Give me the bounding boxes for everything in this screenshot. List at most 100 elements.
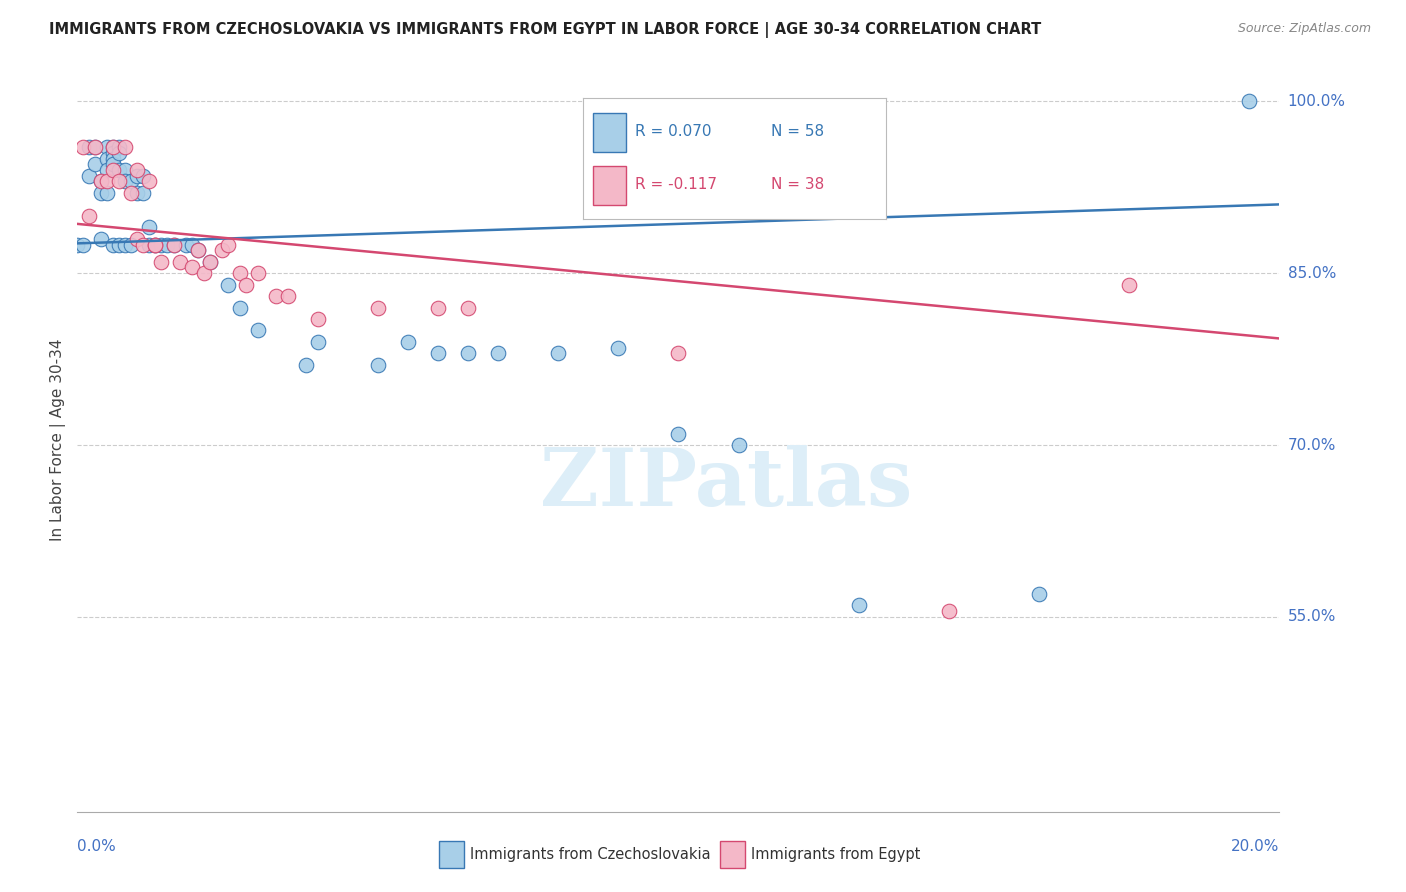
Point [90,186,112,200]
Point [108,140,131,154]
Point [228,301,250,315]
Point [367,358,389,372]
Point [103,157,125,171]
Point [938,604,960,618]
Point [84,157,107,171]
Point [246,323,269,337]
Text: Immigrants from Czechoslovakia: Immigrants from Czechoslovakia [470,847,710,862]
Point [294,358,316,372]
Point [607,341,630,355]
Point [132,169,155,183]
Point [150,237,173,252]
Text: 85.0%: 85.0% [1288,266,1336,281]
Point [186,244,209,258]
Point [246,266,269,280]
Text: R = 0.070: R = 0.070 [636,124,711,139]
Text: 55.0%: 55.0% [1288,609,1336,624]
Point [169,254,191,268]
Point [103,145,125,160]
Point [127,232,149,246]
Point [396,334,419,349]
Point [668,346,690,360]
Point [120,186,142,200]
Point [138,174,160,188]
Point [198,254,221,268]
Point [90,232,112,246]
Point [96,152,118,166]
Point [127,169,149,183]
Point [120,237,142,252]
Text: Source: ZipAtlas.com: Source: ZipAtlas.com [1237,22,1371,36]
Point [120,174,142,188]
Point [79,209,101,223]
Point [96,140,118,154]
Text: N = 38: N = 38 [770,178,824,193]
Point [180,260,202,275]
Point [96,174,118,188]
Point [90,174,112,188]
Point [235,277,257,292]
Point [138,220,160,235]
FancyBboxPatch shape [592,166,626,205]
Point [174,237,197,252]
Text: 20.0%: 20.0% [1232,839,1279,855]
Point [127,163,149,178]
Point [114,163,136,178]
Point [127,186,149,200]
Point [84,140,107,154]
Point [156,237,179,252]
Point [162,237,184,252]
Point [114,174,136,188]
Point [457,346,479,360]
Point [228,266,250,280]
Point [145,237,167,252]
Point [66,237,89,252]
Point [103,237,125,252]
Text: 100.0%: 100.0% [1288,94,1346,109]
Point [90,174,112,188]
Point [486,346,509,360]
Point [114,237,136,252]
Point [307,334,329,349]
Point [145,237,167,252]
Point [1118,277,1140,292]
Point [96,186,118,200]
Point [307,312,329,326]
FancyBboxPatch shape [592,112,626,153]
Point [103,163,125,178]
Text: N = 58: N = 58 [770,124,824,139]
Point [848,599,870,613]
Point [114,140,136,154]
Point [108,145,131,160]
Point [217,277,239,292]
Point [727,438,749,452]
Point [457,301,479,315]
Point [427,346,450,360]
Point [79,169,101,183]
Point [79,140,101,154]
Point [108,163,131,178]
Point [103,152,125,166]
Point [108,174,131,188]
Point [1028,587,1050,601]
Point [96,163,118,178]
Point [367,301,389,315]
Point [132,237,155,252]
Y-axis label: In Labor Force | Age 30-34: In Labor Force | Age 30-34 [51,338,66,541]
Text: 0.0%: 0.0% [77,839,117,855]
Text: IMMIGRANTS FROM CZECHOSLOVAKIA VS IMMIGRANTS FROM EGYPT IN LABOR FORCE | AGE 30-: IMMIGRANTS FROM CZECHOSLOVAKIA VS IMMIGR… [49,22,1042,38]
Point [108,237,131,252]
Point [84,140,107,154]
Point [132,186,155,200]
Point [103,140,125,154]
Point [547,346,569,360]
Point [277,289,299,303]
Point [162,237,184,252]
Point [198,254,221,268]
Point [264,289,287,303]
Point [138,237,160,252]
Point [1239,95,1261,109]
Point [217,237,239,252]
Text: R = -0.117: R = -0.117 [636,178,717,193]
Text: Immigrants from Egypt: Immigrants from Egypt [751,847,920,862]
